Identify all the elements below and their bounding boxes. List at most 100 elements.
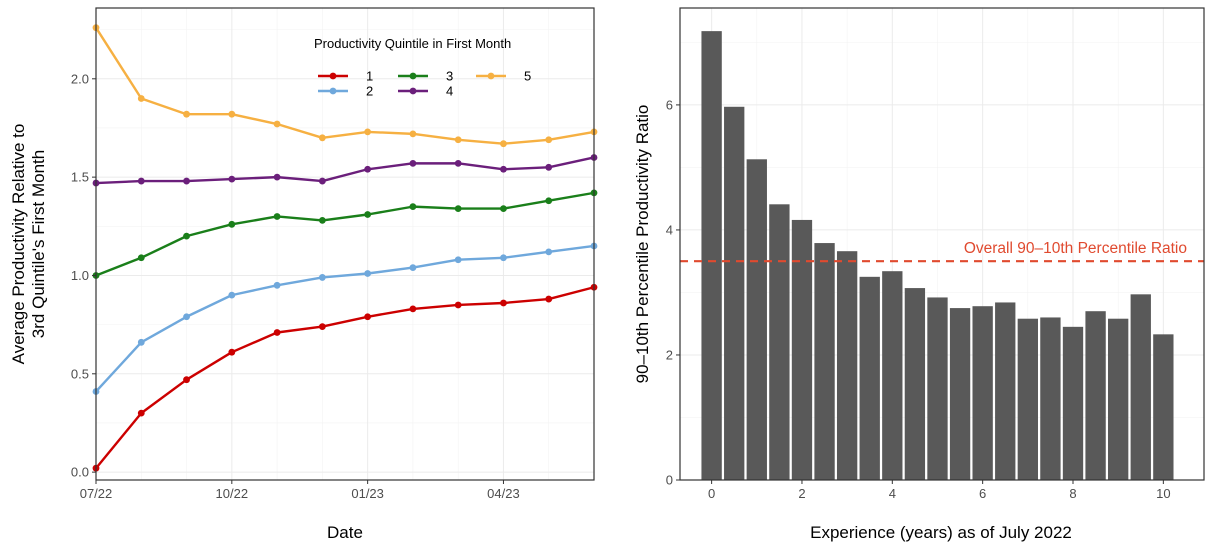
bar-chart-reference-line-group: Overall 90–10th Percentile Ratio (680, 240, 1204, 263)
data-point (454, 301, 462, 309)
data-point (183, 177, 190, 185)
bar-chart-y-axis: 0 2 4 6 (666, 97, 680, 488)
data-point (454, 136, 462, 144)
legend-item-3: 3 (398, 69, 453, 84)
legend-item-1: 1 (318, 69, 373, 84)
data-point (183, 313, 190, 321)
series-1 (92, 283, 598, 472)
y-tick-label: 4 (666, 222, 673, 237)
data-point (545, 248, 553, 256)
x-tick-label: 6 (979, 486, 986, 501)
data-point (137, 338, 145, 346)
data-point (228, 291, 236, 299)
series-5 (92, 24, 598, 148)
data-point (409, 159, 417, 167)
bar (859, 276, 880, 480)
data-point (500, 299, 507, 307)
data-point (273, 173, 281, 181)
bar (1153, 334, 1174, 480)
legend-item-5: 5 (476, 69, 531, 84)
line-chart-frame (95, 7, 595, 481)
bar-chart-x-axis: 0 2 4 6 8 10 (708, 480, 1171, 501)
legend-items: 12 34 5 (318, 69, 531, 99)
bar-chart-y-axis-title: 90–10th Percentile Productivity Ratio (633, 105, 652, 384)
data-point (409, 305, 417, 313)
legend-item-2: 2 (318, 84, 373, 99)
data-point (318, 323, 326, 330)
reference-line-label: Overall 90–10th Percentile Ratio (964, 240, 1187, 257)
data-point (137, 409, 145, 417)
bar (701, 31, 722, 480)
legend-label: 5 (524, 69, 531, 84)
data-point (137, 95, 145, 102)
data-point (183, 110, 190, 118)
data-point (409, 264, 417, 271)
bar (972, 306, 993, 480)
legend-label: 1 (366, 69, 373, 84)
legend-label: 3 (446, 69, 453, 84)
x-tick-label: 4 (889, 486, 896, 501)
series-line-4 (95, 156, 595, 185)
y-tick-label: 0.5 (71, 366, 89, 381)
legend-key-point (409, 87, 417, 95)
bar (949, 308, 971, 480)
data-point (318, 177, 326, 185)
y-tick-label: 0 (666, 473, 673, 488)
x-tick-label: 07/22 (80, 486, 113, 501)
series-3 (92, 189, 598, 279)
series-line-5 (94, 27, 595, 145)
data-point (364, 211, 372, 218)
bar (1017, 318, 1038, 480)
bar (791, 219, 813, 480)
legend-key-point (487, 72, 495, 80)
bar-chart-frame (679, 7, 1205, 481)
data-point (454, 159, 462, 167)
x-tick-label: 10 (1156, 486, 1170, 501)
bar (746, 159, 767, 480)
x-tick-label: 01/23 (351, 486, 384, 501)
y-tick-label: 0.0 (71, 465, 89, 480)
legend-item-4: 4 (398, 84, 453, 99)
legend-title: Productivity Quintile in First Month (314, 36, 511, 51)
y-tick-label: 1.0 (71, 268, 89, 283)
legend-label: 4 (446, 84, 453, 99)
line-chart-y-axis-title-line2: 3rd Quintile's First Month (29, 150, 48, 338)
data-point (409, 130, 417, 138)
data-point (500, 140, 507, 148)
data-point (273, 329, 281, 336)
x-tick-label: 8 (1069, 486, 1076, 501)
data-point (228, 175, 236, 183)
line-chart-y-axis-title-line1: Average Productivity Relative to (9, 124, 28, 365)
data-point (318, 134, 326, 142)
data-point (273, 213, 281, 220)
data-point (364, 128, 372, 136)
bar (769, 204, 790, 480)
legend-label: 2 (366, 84, 373, 99)
line-chart-y-axis: 0.0 0.5 1.0 1.5 2.0 (71, 71, 96, 480)
bar-chart-x-axis-title: Experience (years) as of July 2022 (810, 523, 1072, 542)
legend-key-point (329, 87, 337, 95)
bar (1108, 318, 1129, 480)
data-point (137, 177, 145, 185)
y-tick-label: 2.0 (71, 71, 89, 86)
data-point (318, 274, 326, 281)
x-tick-label: 0 (708, 486, 715, 501)
data-point (228, 348, 236, 356)
data-point (545, 197, 553, 205)
data-point (273, 120, 281, 128)
data-point (454, 205, 462, 213)
data-point (545, 295, 553, 303)
y-tick-label: 2 (666, 347, 673, 362)
bar (1085, 311, 1106, 480)
legend-key-point (409, 72, 417, 80)
series-line-2 (95, 244, 595, 393)
data-point (364, 313, 372, 321)
x-tick-label: 2 (798, 486, 805, 501)
data-point (500, 254, 507, 262)
line-chart-legend: Productivity Quintile in First Month 12 3… (314, 36, 531, 99)
data-point (318, 217, 326, 224)
bar (882, 271, 903, 480)
data-point (364, 165, 372, 173)
